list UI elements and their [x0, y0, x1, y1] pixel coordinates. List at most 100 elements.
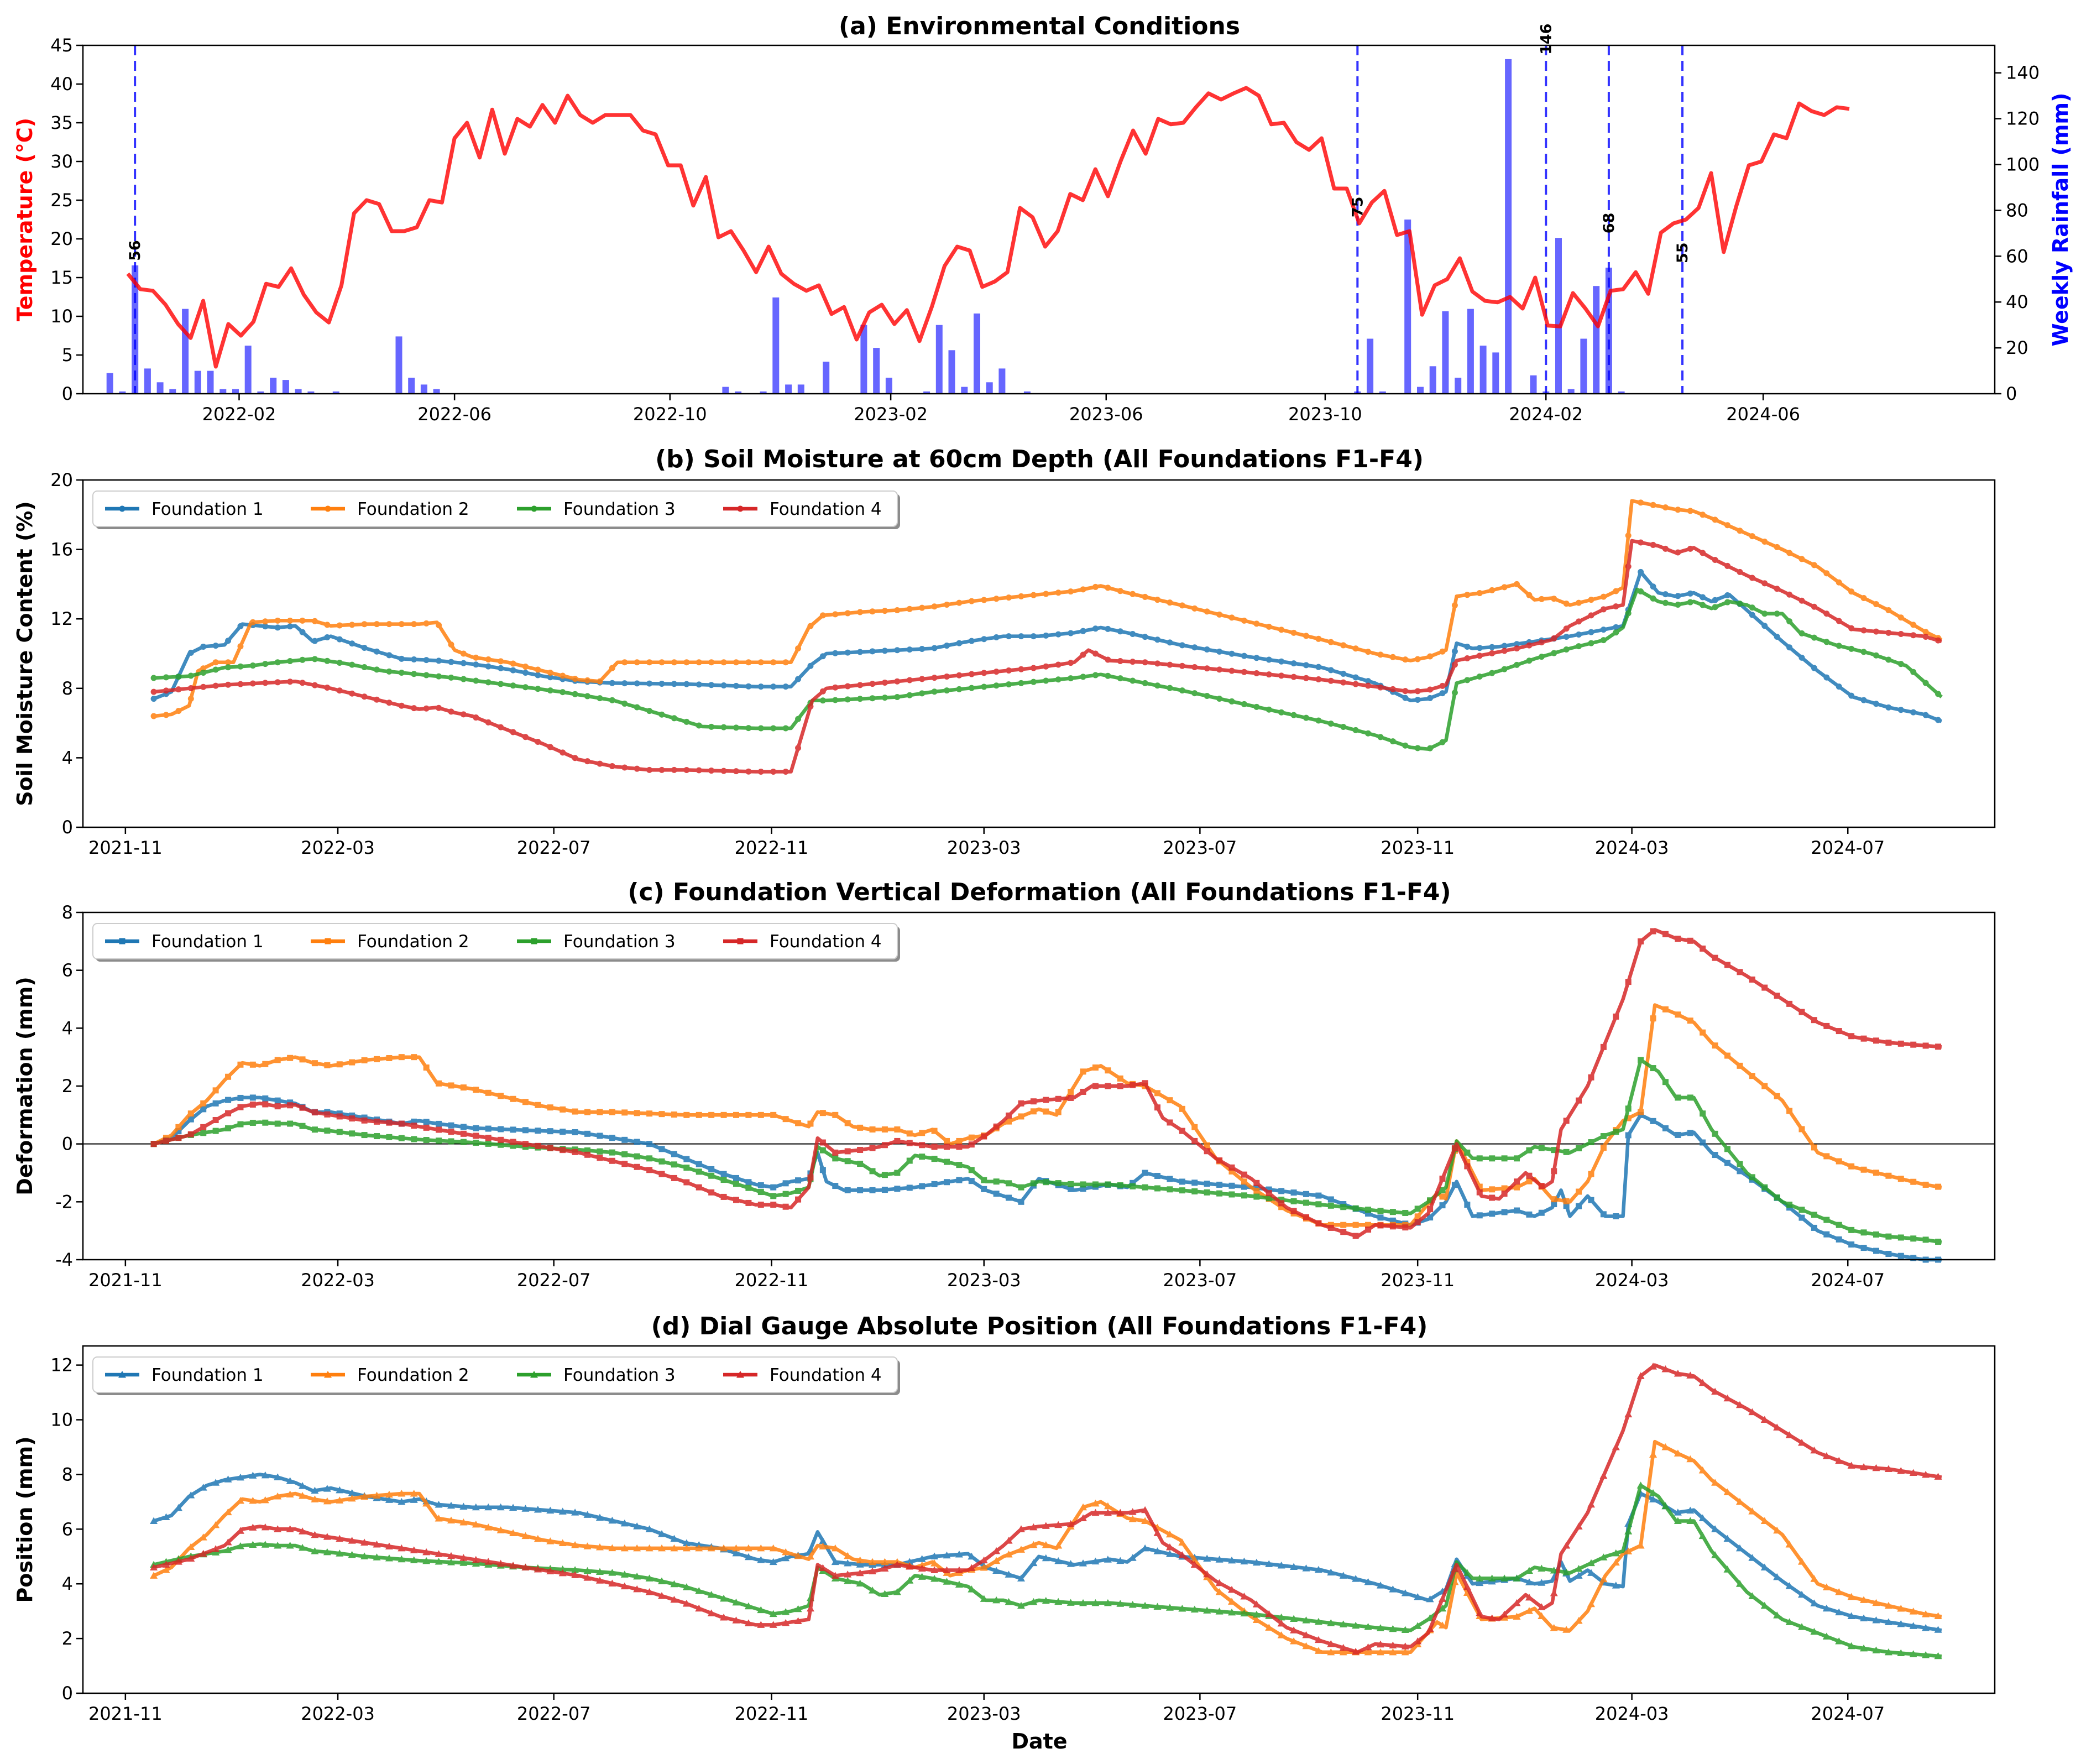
data-point — [671, 766, 677, 773]
data-point — [696, 659, 702, 666]
data-point — [857, 649, 864, 655]
data-point — [485, 656, 492, 663]
data-point — [1439, 1187, 1446, 1193]
data-point — [832, 1149, 839, 1156]
data-point — [1674, 1369, 1682, 1377]
data-point — [1451, 1565, 1459, 1572]
data-point — [1414, 697, 1421, 703]
x-tick-label: 2022-07 — [517, 837, 591, 858]
data-point — [1117, 1182, 1123, 1189]
data-point — [1105, 656, 1111, 663]
data-point — [262, 661, 269, 667]
data-point — [572, 676, 578, 682]
data-point — [844, 1158, 851, 1165]
data-point — [981, 597, 987, 603]
data-point — [819, 1110, 826, 1116]
panel-b-frame — [82, 479, 1996, 828]
data-point — [1774, 610, 1780, 617]
data-point — [1551, 1196, 1557, 1203]
data-point — [324, 1128, 331, 1134]
y-tick-label: 0 — [62, 817, 73, 838]
data-point — [1836, 579, 1842, 586]
data-point — [1105, 1083, 1111, 1089]
data-point — [224, 1508, 232, 1516]
data-point — [1179, 687, 1185, 694]
data-point — [733, 1197, 739, 1203]
data-point — [1018, 1198, 1024, 1205]
data-point — [1848, 1033, 1855, 1040]
data-point — [832, 1155, 839, 1162]
data-point — [530, 1371, 538, 1378]
data-point — [1130, 677, 1136, 684]
data-point — [436, 622, 442, 629]
data-point — [398, 1054, 405, 1061]
data-point — [1860, 1644, 1868, 1652]
data-point — [1116, 1600, 1125, 1607]
data-point — [1092, 672, 1099, 679]
data-point — [1228, 1598, 1236, 1605]
data-point — [1785, 1618, 1794, 1625]
data-point — [299, 1104, 306, 1111]
data-point — [1055, 589, 1062, 596]
data-point — [1773, 1526, 1781, 1534]
data-point — [646, 680, 653, 687]
data-point — [1661, 1365, 1670, 1372]
data-point — [1464, 1163, 1471, 1170]
data-point — [1327, 639, 1334, 645]
data-point — [1848, 588, 1855, 595]
data-point — [955, 1580, 963, 1588]
data-point — [460, 1130, 467, 1137]
data-point — [819, 1139, 826, 1146]
data-point — [782, 659, 789, 666]
rainfall-bar — [998, 368, 1006, 394]
data-point — [1142, 1184, 1148, 1191]
data-point — [473, 661, 479, 668]
data-point — [1154, 1090, 1161, 1097]
data-point — [1514, 1155, 1520, 1162]
data-point — [1464, 677, 1471, 683]
x-tick-label: 2023-11 — [1381, 1270, 1455, 1291]
data-point — [448, 641, 454, 648]
data-point — [1897, 614, 1904, 621]
data-point — [584, 1151, 591, 1158]
data-point — [496, 1559, 505, 1567]
data-point — [510, 667, 516, 674]
data-point — [919, 1183, 926, 1189]
data-point — [782, 1619, 790, 1626]
data-point — [634, 659, 640, 666]
data-point — [1165, 1604, 1174, 1611]
data-point — [1848, 1163, 1855, 1170]
data-point — [558, 1539, 567, 1547]
data-point — [757, 1544, 765, 1552]
data-point — [1910, 1041, 1917, 1048]
rainfall-bar — [169, 389, 176, 394]
data-point — [473, 1125, 479, 1131]
data-point — [1204, 665, 1210, 672]
data-point — [1203, 1554, 1211, 1562]
data-point — [1427, 695, 1434, 701]
data-point — [1922, 1651, 1930, 1658]
data-point — [162, 1565, 170, 1573]
series-foundation-2 — [150, 1003, 1942, 1228]
data-point — [1389, 1209, 1396, 1215]
data-point — [1662, 591, 1669, 598]
data-point — [1885, 1172, 1892, 1179]
data-point — [1043, 591, 1049, 597]
data-point — [1029, 1523, 1038, 1531]
data-point — [682, 1539, 691, 1547]
data-point — [981, 1133, 987, 1140]
data-point — [595, 1577, 604, 1584]
data-point — [1687, 545, 1693, 552]
data-point — [1117, 1075, 1123, 1082]
data-point — [1588, 1197, 1594, 1203]
data-point — [1167, 685, 1173, 691]
data-point — [249, 680, 256, 687]
data-point — [423, 620, 430, 627]
legend-label: Foundation 3 — [563, 499, 676, 519]
data-point — [373, 1553, 381, 1561]
data-point — [744, 1544, 752, 1552]
data-point — [1401, 1589, 1409, 1596]
data-point — [473, 1087, 479, 1093]
data-point — [336, 659, 343, 666]
data-point — [1314, 1565, 1322, 1573]
